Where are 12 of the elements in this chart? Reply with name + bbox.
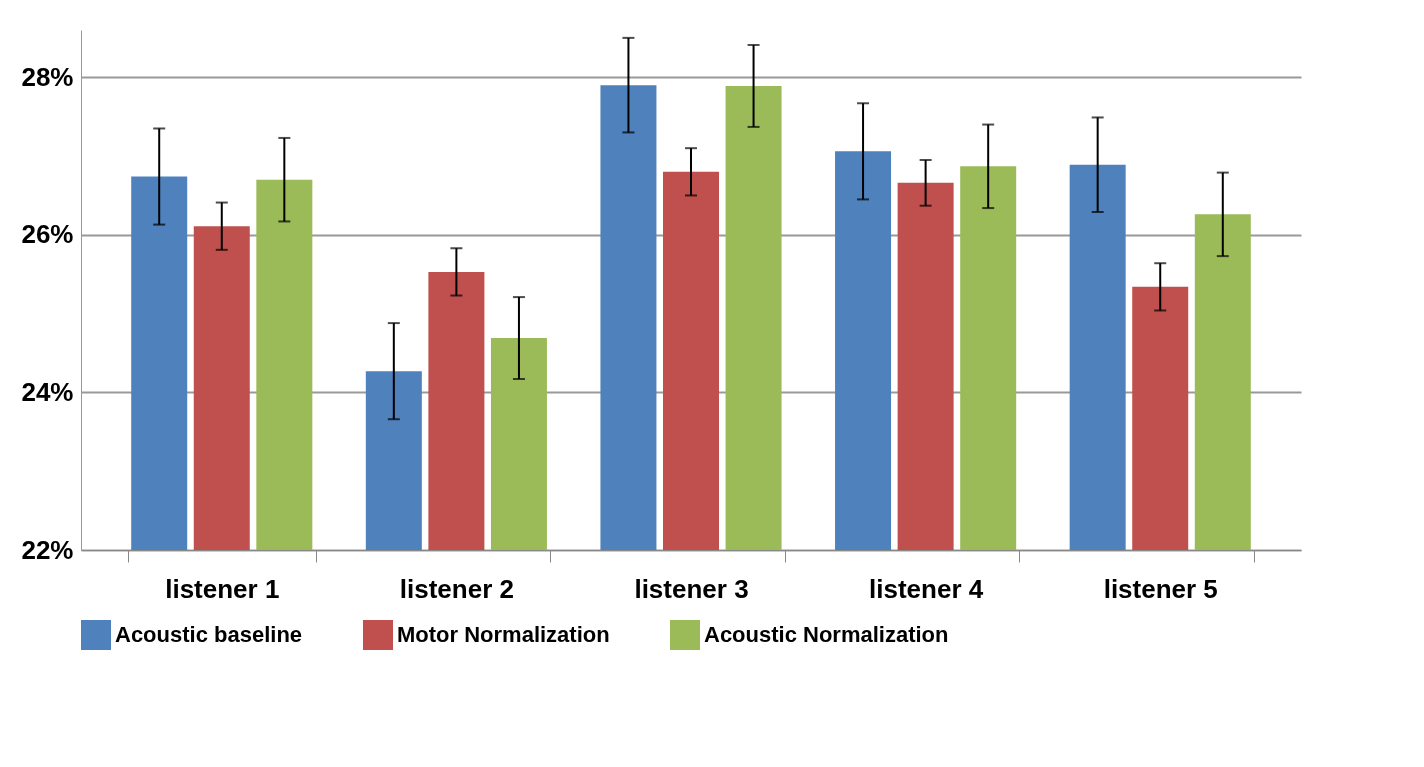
x-tick-label: listener 2: [399, 573, 514, 604]
x-tick-label: listener 1: [165, 573, 280, 604]
legend-label: Motor Normalization: [397, 622, 610, 647]
x-tick-label: listener 3: [634, 573, 749, 604]
y-tick-label: 28%: [21, 61, 74, 92]
y-tick-label: 22%: [21, 534, 74, 565]
y-tick-label: 26%: [21, 219, 74, 250]
x-tick-label: listener 4: [869, 573, 984, 604]
legend-label: Acoustic Normalization: [704, 622, 949, 647]
y-tick-label: 24%: [21, 376, 74, 407]
x-tick-label: listener 5: [1103, 573, 1218, 604]
legend-label: Acoustic baseline: [115, 622, 303, 647]
